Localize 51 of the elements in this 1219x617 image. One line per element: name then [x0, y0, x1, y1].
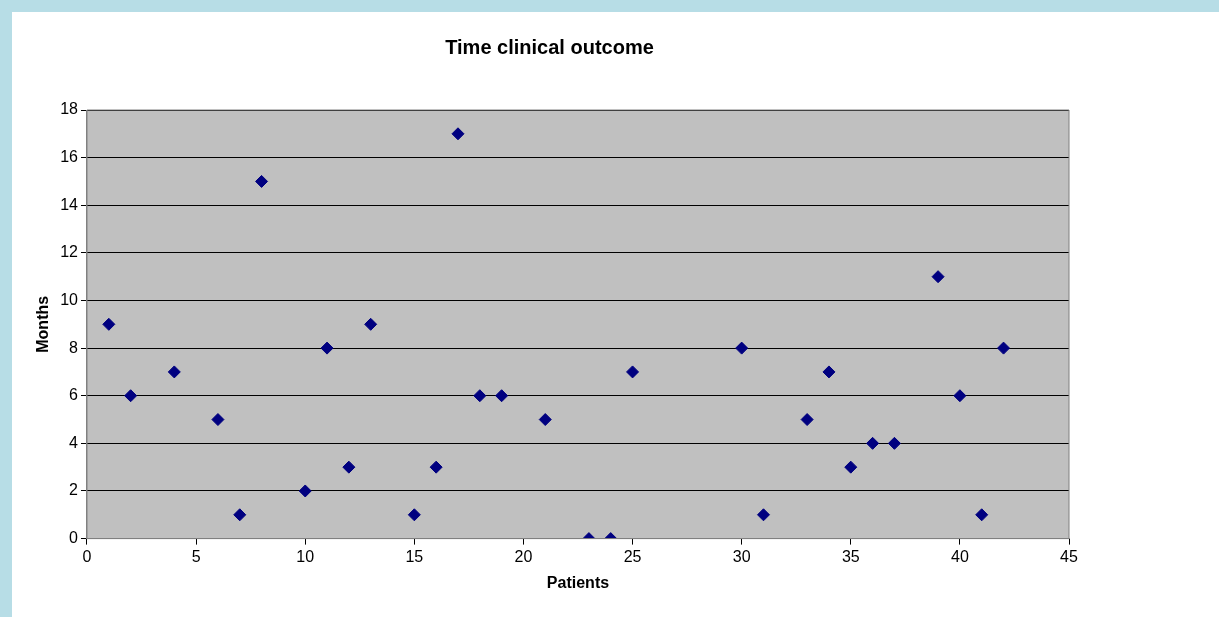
point — [887, 436, 901, 450]
point — [866, 436, 880, 450]
point — [298, 484, 312, 498]
y-tick-label: 12 — [60, 243, 79, 261]
x-tick-label: 35 — [841, 547, 860, 565]
y-tick-label: 14 — [60, 195, 79, 213]
point — [495, 389, 509, 403]
y-tick-label: 6 — [69, 386, 79, 404]
y-tick-label: 10 — [60, 290, 79, 308]
point — [735, 341, 749, 355]
point — [538, 413, 552, 427]
point — [953, 389, 967, 403]
x-tick-label: 10 — [296, 547, 315, 565]
y-axis-title: Months — [34, 295, 52, 353]
y-tick-label: 0 — [69, 529, 79, 547]
y-tick-label: 16 — [60, 148, 79, 166]
point — [844, 460, 858, 474]
point — [931, 270, 945, 284]
point — [800, 413, 814, 427]
y-tick-label: 2 — [69, 481, 79, 499]
x-tick-label: 0 — [82, 547, 92, 565]
point — [167, 365, 181, 379]
point — [102, 317, 116, 331]
point — [255, 174, 269, 188]
y-tick-label: 4 — [69, 433, 79, 451]
chart-title: Time clinical outcome — [445, 35, 654, 58]
point — [473, 389, 487, 403]
point — [429, 460, 443, 474]
point — [124, 389, 138, 403]
x-tick-label: 30 — [732, 547, 751, 565]
point — [364, 317, 378, 331]
point — [451, 127, 465, 141]
y-tick-label: 8 — [69, 338, 79, 356]
y-tick-label: 18 — [60, 100, 79, 118]
point — [233, 508, 247, 522]
point — [975, 508, 989, 522]
x-tick-label: 5 — [191, 547, 201, 565]
x-tick-label: 15 — [405, 547, 424, 565]
x-tick-label: 45 — [1060, 547, 1078, 565]
point — [320, 341, 334, 355]
x-tick-label: 25 — [623, 547, 642, 565]
point — [997, 341, 1011, 355]
x-tick-label: 40 — [950, 547, 969, 565]
point — [211, 413, 225, 427]
point — [407, 508, 421, 522]
x-axis-title: Patients — [546, 573, 610, 591]
point — [756, 508, 770, 522]
x-tick-label: 20 — [514, 547, 533, 565]
point — [626, 365, 640, 379]
point — [822, 365, 836, 379]
point — [342, 460, 356, 474]
